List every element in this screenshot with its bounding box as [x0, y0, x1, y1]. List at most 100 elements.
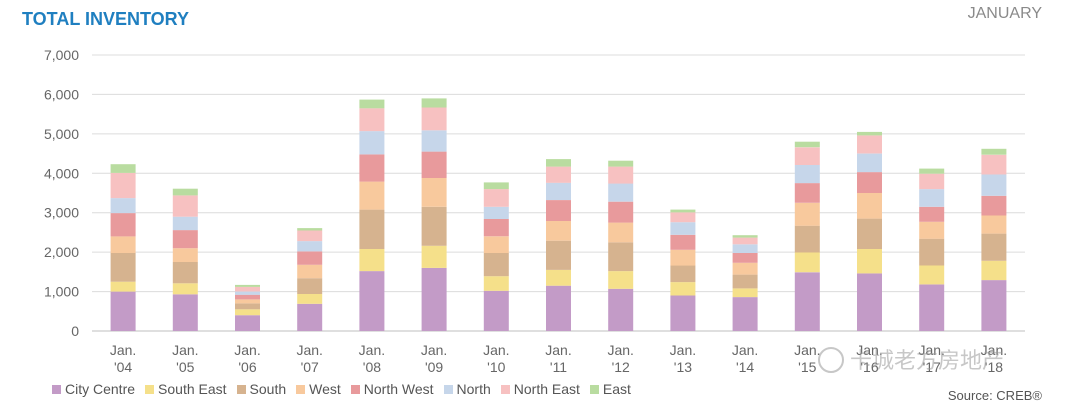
x-tick-label-year: '14 [736, 359, 754, 375]
y-tick-label: 2,000 [44, 244, 79, 260]
legend-item-north: North [443, 381, 491, 397]
x-axis-ticks: Jan.'04Jan.'05Jan.'06Jan.'07Jan.'08Jan.'… [110, 342, 1007, 375]
bar-segment-south-east [919, 265, 945, 285]
legend-swatch [589, 384, 599, 394]
legend-item-west: West [296, 381, 341, 397]
legend-label: South [249, 381, 287, 397]
legend-item-south-east: South East [145, 381, 227, 397]
x-tick-label: Jan. [732, 342, 758, 358]
bar-segment-north-west [670, 234, 696, 250]
bar-segment-north [421, 130, 447, 152]
x-tick-label-year: '16 [860, 359, 878, 375]
bar-segment-east [732, 235, 758, 238]
bar-segment-north [359, 131, 385, 155]
x-tick-label-year: '06 [238, 359, 256, 375]
bar-segment-north-west [919, 206, 945, 222]
bar-segment-north [670, 222, 696, 235]
bar-segment-south-east [297, 293, 323, 304]
x-tick-label-year: '15 [798, 359, 816, 375]
bar-segment-west [732, 262, 758, 275]
bar-segment-south-east [546, 269, 571, 286]
bar-segment-city-centre [110, 291, 136, 331]
y-tick-label: 4,000 [44, 165, 79, 181]
legend-swatch [500, 384, 510, 394]
bar-segment-north-east [732, 237, 758, 245]
bar-segment-west [608, 222, 634, 243]
bar-segment-south [794, 225, 820, 253]
y-tick-label: 0 [71, 323, 79, 339]
bar-segment-west [421, 178, 447, 207]
legend-label: North [456, 381, 491, 397]
bar-segment-east [981, 148, 1007, 155]
bar-segment-city-centre [172, 294, 198, 331]
x-tick-label-year: '11 [550, 359, 567, 375]
x-tick-label: Jan. [670, 342, 696, 358]
period-label: JANUARY [967, 5, 1042, 22]
bar-segment-north-east [919, 173, 945, 190]
bar-segment-east [297, 228, 323, 231]
bar-segment-north [297, 241, 323, 252]
bar-segment-south-east [421, 245, 447, 268]
bar-segment-east [857, 131, 882, 136]
x-tick-label: Jan. [110, 342, 136, 358]
bar-segment-south-east [670, 282, 696, 296]
bar-segment-north [546, 182, 571, 200]
bar-segment-south [172, 262, 198, 284]
bar-segment-west [359, 181, 385, 210]
bar-segment-south [546, 240, 571, 270]
bar-segment-north-east [172, 195, 198, 217]
bar-segment-city-centre [546, 285, 571, 331]
bar-segment-east [794, 141, 820, 148]
bar-segment-west [546, 221, 571, 241]
bar-segment-south-east [794, 252, 820, 273]
bar-segment-city-centre [421, 267, 447, 331]
bar-segment-north-west [857, 172, 882, 193]
bar-segment-city-centre [732, 297, 758, 331]
bar-segment-north [794, 165, 820, 184]
bars [110, 98, 1007, 331]
x-tick-label-year: '07 [301, 359, 319, 375]
bar-segment-city-centre [670, 295, 696, 331]
legend-item-north-west: North West [350, 381, 434, 397]
y-tick-label: 5,000 [44, 126, 79, 142]
legend-swatch [443, 384, 453, 394]
legend-item-south: South [236, 381, 287, 397]
bar-segment-east [110, 164, 136, 173]
bar-segment-east [546, 159, 571, 167]
x-tick-label: Jan. [296, 342, 322, 358]
bar-segment-east [919, 168, 945, 174]
bar-segment-south-east [235, 309, 260, 316]
bar-segment-north-west [359, 154, 385, 182]
bar-segment-north [981, 174, 1007, 196]
bar-segment-south [421, 206, 447, 246]
bar-segment-east [235, 284, 260, 287]
bar-segment-city-centre [483, 290, 509, 331]
y-tick-label: 3,000 [44, 205, 79, 221]
x-tick-label: Jan. [607, 342, 633, 358]
legend-label: East [602, 381, 631, 397]
x-tick-label: Jan. [234, 342, 260, 358]
bar-segment-south-east [732, 288, 758, 298]
bar-segment-east [172, 188, 198, 196]
x-tick-label-year: '09 [425, 359, 443, 375]
bar-segment-west [857, 193, 882, 219]
bar-segment-north-east [110, 172, 136, 199]
legend-swatch [296, 384, 306, 394]
x-tick-label: Jan. [421, 342, 447, 358]
x-tick-label-year: '13 [674, 359, 692, 375]
bar-segment-south [608, 242, 634, 272]
legend-label: South East [158, 381, 227, 397]
chart-title: TOTAL INVENTORY [22, 9, 190, 29]
bar-segment-south-east [857, 249, 882, 274]
bar-segment-west [670, 249, 696, 266]
bar-segment-north-west [794, 183, 820, 203]
bar-segment-north [483, 206, 509, 219]
legend-item-east: East [589, 381, 631, 397]
bar-segment-west [794, 202, 820, 226]
bar-segment-city-centre [359, 271, 385, 331]
bar-segment-north-east [297, 230, 323, 242]
x-tick-label: Jan. [918, 342, 944, 358]
legend-label: City Centre [65, 381, 136, 397]
bar-segment-north [919, 189, 945, 207]
